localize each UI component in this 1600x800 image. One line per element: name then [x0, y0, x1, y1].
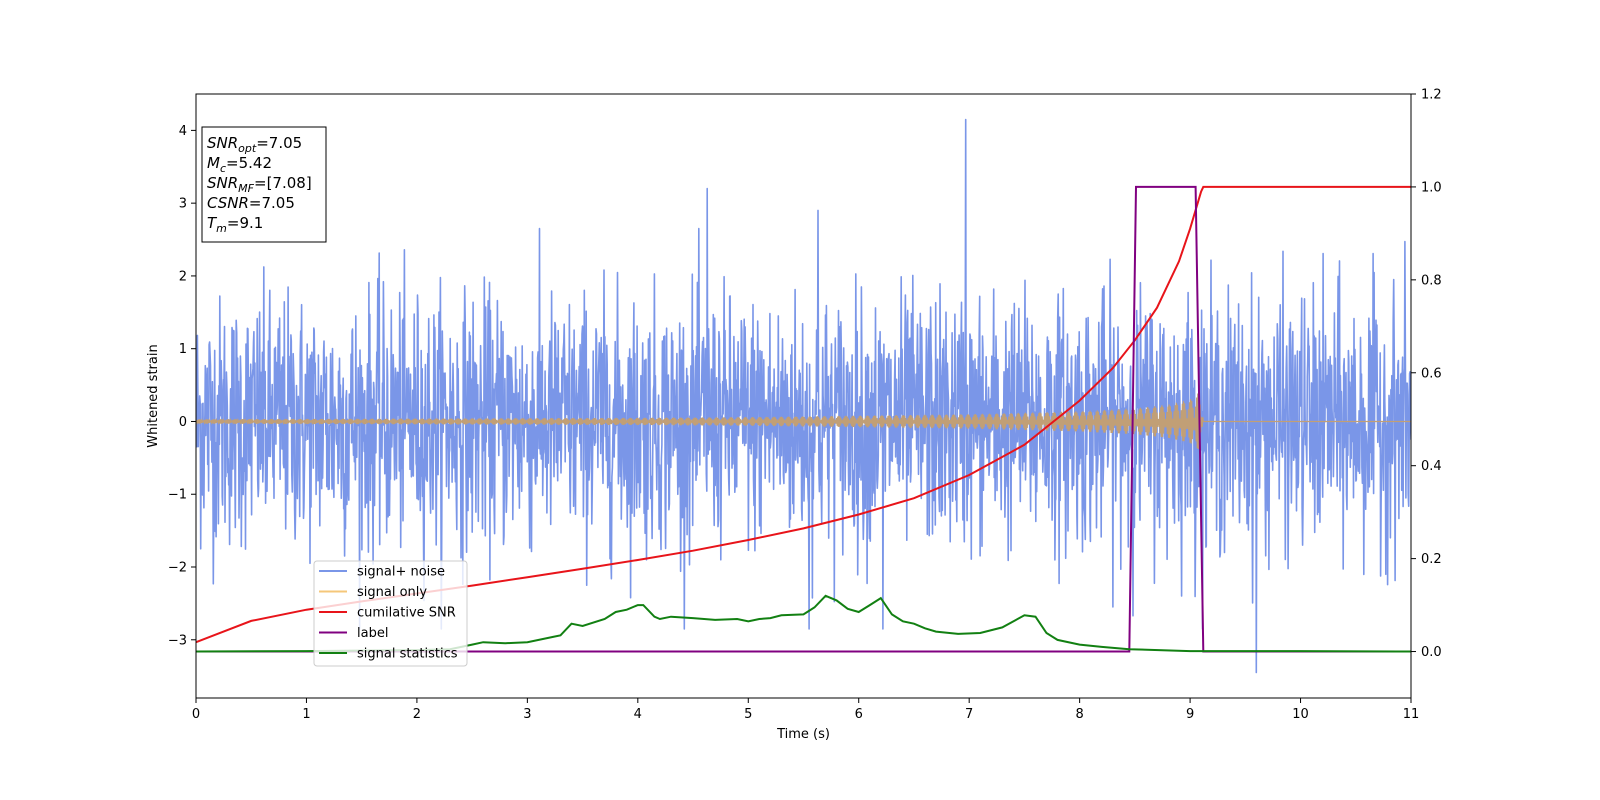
legend-label: label [357, 626, 388, 641]
legend-label: cumilative SNR [357, 606, 456, 621]
y-axis-label: Whitened strain [146, 344, 161, 447]
x-tick-label: 4 [634, 707, 642, 722]
legend-label: signal only [357, 585, 427, 600]
y2-tick-label: 0.8 [1421, 273, 1442, 288]
x-tick-label: 9 [1186, 707, 1194, 722]
annotation-line: CSNR=7.05 [207, 194, 295, 212]
annotation-line: SNRopt=7.05 [207, 134, 302, 155]
y-tick-label: 0 [179, 415, 187, 430]
legend-label: signal statistics [357, 647, 458, 662]
annotation-line: Tm=9.1 [207, 214, 263, 235]
y-tick-label: −1 [168, 488, 187, 503]
annotation-line: Mc=5.42 [207, 154, 272, 175]
x-tick-label: 8 [1075, 707, 1083, 722]
x-tick-label: 0 [192, 707, 200, 722]
y2-tick-label: 1.0 [1421, 180, 1442, 195]
y-tick-label: −2 [168, 561, 187, 576]
x-axis-label: Time (s) [776, 727, 830, 742]
x-tick-label: 7 [965, 707, 973, 722]
x-tick-label: 10 [1292, 707, 1309, 722]
x-tick-label: 3 [523, 707, 531, 722]
x-axis: 0 1 2 3 4 5 6 7 8 9 10 11 [192, 698, 1419, 722]
y-tick-label: 4 [179, 124, 187, 139]
y-axis-left: −3 −2 −1 0 1 2 3 4 [168, 124, 196, 648]
y-tick-label: 2 [179, 269, 187, 284]
series-line-signal-noise [196, 118, 1411, 674]
legend-label: signal+ noise [357, 565, 445, 580]
x-tick-label: 11 [1403, 707, 1420, 722]
y2-tick-label: 0.2 [1421, 552, 1442, 567]
annotation-line: SNRMF=[7.08] [207, 174, 312, 195]
legend: signal+ noise signal only cumilative SNR la… [313, 560, 468, 667]
x-tick-label: 5 [744, 707, 752, 722]
x-tick-label: 1 [302, 707, 310, 722]
x-tick-label: 2 [413, 707, 421, 722]
x-tick-label: 6 [855, 707, 863, 722]
annotation-frame [201, 126, 327, 243]
series-line-signal-only [196, 393, 1411, 450]
y2-tick-label: 0.4 [1421, 459, 1442, 474]
y-axis-right: 0.0 0.2 0.4 0.6 0.8 1.0 1.2 [1411, 88, 1442, 660]
legend-frame [313, 560, 468, 667]
y2-tick-label: 0.0 [1421, 645, 1442, 660]
y2-tick-label: 1.2 [1421, 88, 1442, 103]
y2-tick-label: 0.6 [1421, 366, 1442, 381]
y-tick-label: 1 [179, 342, 187, 357]
y-tick-label: −3 [168, 633, 187, 648]
plot-frame [195, 93, 1412, 699]
y-tick-label: 3 [179, 197, 187, 212]
series-line-signal-statistics [196, 594, 1411, 653]
